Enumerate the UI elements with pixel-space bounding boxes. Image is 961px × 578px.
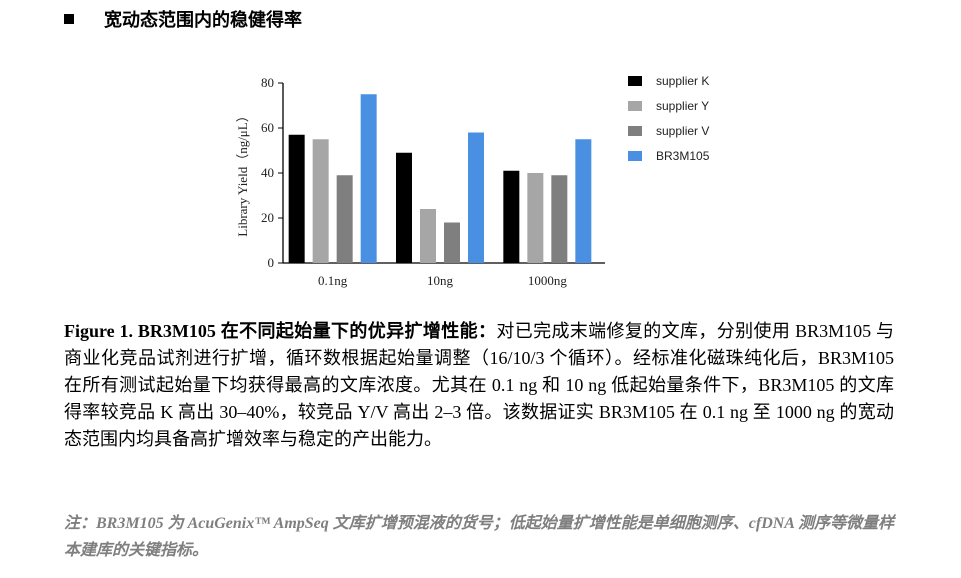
bar bbox=[575, 139, 592, 263]
bar bbox=[336, 175, 353, 263]
x-tick-label: 1000ng bbox=[528, 273, 568, 288]
legend-label: supplier V bbox=[656, 124, 709, 138]
chart: Library Yield（ng/μL） 0 20 40 60 80 0.1ng 10ng 1… bbox=[235, 74, 710, 288]
x-tick-label: 10ng bbox=[427, 273, 454, 288]
y-tick-label: 80 bbox=[261, 75, 274, 90]
bar bbox=[468, 132, 484, 263]
x-tick-label: 0.1ng bbox=[318, 273, 348, 288]
bar bbox=[551, 175, 568, 263]
legend-label: BR3M105 bbox=[656, 149, 710, 163]
bar bbox=[420, 209, 436, 263]
legend-swatch bbox=[628, 126, 642, 136]
legend-swatch bbox=[628, 101, 642, 111]
bar bbox=[444, 222, 460, 263]
y-tick-label: 20 bbox=[261, 210, 274, 225]
bar bbox=[360, 94, 377, 263]
bar bbox=[288, 134, 305, 263]
caption-body: 对已完成末端修复的文库，分别使用 BR3M105 与商业化竞品试剂进行扩增，循环… bbox=[64, 321, 895, 449]
y-tick-label: 0 bbox=[268, 255, 275, 270]
heading-title: 宽动态范围内的稳健得率 bbox=[104, 10, 302, 31]
bar bbox=[503, 170, 520, 263]
caption: Figure 1. BR3M105 在不同起始量下的优异扩增性能：对已完成末端修… bbox=[64, 318, 894, 453]
caption-lead: Figure 1. BR3M105 在不同起始量下的优异扩增性能： bbox=[64, 321, 497, 341]
bar bbox=[312, 139, 329, 263]
bar bbox=[527, 173, 544, 263]
y-axis-label: Library Yield（ng/μL） bbox=[235, 109, 250, 236]
heading: 宽动态范围内的稳健得率 bbox=[64, 6, 302, 32]
legend-label: supplier K bbox=[656, 74, 709, 88]
bar bbox=[396, 152, 412, 263]
legend-label: supplier Y bbox=[656, 99, 709, 113]
legend-swatch bbox=[628, 151, 642, 161]
y-tick-label: 60 bbox=[261, 120, 274, 135]
note: 注：BR3M105 为 AcuGenix™ AmpSeq 文库扩增预混液的货号；… bbox=[64, 515, 895, 559]
legend-swatch bbox=[628, 76, 642, 86]
bullet-square bbox=[64, 14, 74, 24]
y-tick-label: 40 bbox=[261, 165, 274, 180]
